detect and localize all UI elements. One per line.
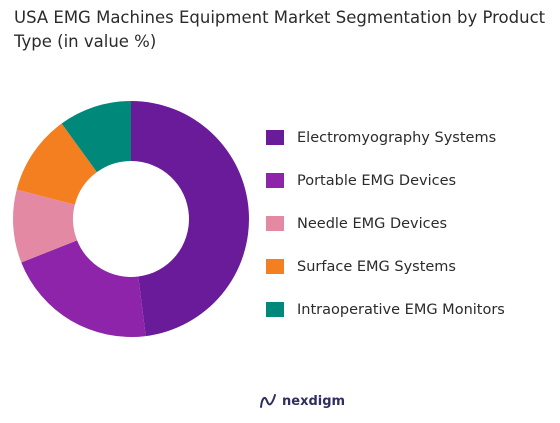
chart-title: USA EMG Machines Equipment Market Segmen…	[14, 8, 546, 51]
donut-chart	[13, 101, 250, 337]
nexdigm-logo-icon	[260, 394, 276, 408]
legend-item-surface-emg-systems: Surface EMG Systems	[266, 257, 505, 276]
legend-swatch	[266, 173, 284, 188]
legend-label: Portable EMG Devices	[297, 172, 457, 189]
donut-slice-intraoperative-emg-monitors	[61, 101, 131, 173]
donut-slice-surface-emg-systems	[16, 123, 97, 205]
legend-item-electromyography-systems: Electromyography Systems	[266, 128, 505, 147]
legend-label: Intraoperative EMG Monitors	[297, 301, 505, 318]
legend-label: Electromyography Systems	[297, 129, 497, 146]
legend-item-needle-emg-devices: Needle EMG Devices	[266, 214, 505, 233]
legend-item-portable-emg-devices: Portable EMG Devices	[266, 171, 505, 190]
legend-label: Surface EMG Systems	[297, 258, 456, 275]
legend-swatch	[266, 130, 284, 145]
legend-swatch	[266, 216, 284, 231]
brand-name: nexdigm	[282, 393, 346, 409]
donut-slice-needle-emg-devices	[13, 189, 78, 263]
legend-swatch	[266, 302, 284, 317]
legend-item-intraoperative-emg-monitors: Intraoperative EMG Monitors	[266, 300, 505, 319]
donut-slice-portable-emg-devices	[21, 240, 146, 337]
donut-slice-electromyography-systems	[131, 101, 250, 337]
legend-swatch	[266, 259, 284, 274]
brand-footer: nexdigm	[259, 392, 345, 410]
legend-label: Needle EMG Devices	[297, 215, 448, 232]
chart-legend: Electromyography Systems Portable EMG De…	[266, 128, 505, 319]
